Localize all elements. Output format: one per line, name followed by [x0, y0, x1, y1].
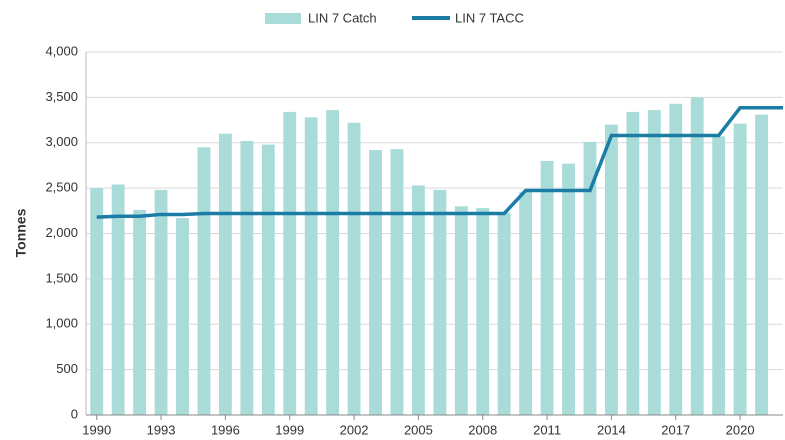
x-tick-label: 2005	[404, 422, 433, 437]
y-axis-title: Tonnes	[13, 208, 29, 257]
bar	[154, 189, 168, 415]
bar	[133, 209, 147, 415]
legend-label: LIN 7 Catch	[308, 10, 377, 25]
bar	[626, 111, 640, 416]
bar	[369, 150, 382, 415]
bar	[540, 160, 554, 415]
bar	[176, 218, 189, 415]
y-tick-label: 1,000	[45, 316, 78, 331]
bar	[690, 97, 704, 415]
bar	[497, 212, 511, 415]
y-tick-label: 0	[71, 406, 78, 421]
bar	[604, 124, 618, 415]
y-tick-label: 4,000	[45, 43, 78, 58]
y-tick-label: 2,000	[45, 225, 78, 240]
bar	[454, 206, 468, 415]
legend-label: LIN 7 TACC	[455, 10, 524, 25]
line	[96, 106, 783, 219]
bar	[326, 110, 340, 415]
bar	[562, 163, 575, 415]
x-tick-label: 1996	[211, 422, 240, 437]
x-tick-label: 2014	[597, 422, 626, 437]
bar	[90, 188, 104, 415]
x-tick-label: 1999	[275, 422, 304, 437]
x-tick-label: 2017	[661, 422, 690, 437]
y-tick-label: 3,500	[45, 89, 78, 104]
y-tick-label: 3,000	[45, 134, 78, 149]
bar	[476, 208, 490, 415]
bar	[390, 149, 404, 416]
bar	[240, 140, 254, 415]
bar	[519, 191, 533, 415]
bar	[733, 123, 747, 415]
bar	[647, 110, 661, 415]
legend-swatch	[265, 13, 301, 24]
y-tick-label: 2,500	[45, 180, 78, 195]
bar	[347, 122, 361, 415]
bar	[583, 141, 597, 415]
bar	[669, 103, 683, 415]
bar	[433, 189, 447, 415]
bar	[411, 185, 425, 415]
bar	[755, 114, 768, 416]
bar	[304, 117, 318, 415]
bar	[197, 147, 211, 415]
y-tick-label: 500	[56, 361, 78, 376]
bar	[218, 133, 232, 416]
x-tick-label: 1993	[147, 422, 176, 437]
x-tick-label: 1990	[82, 422, 111, 437]
x-tick-label: 2011	[533, 422, 561, 437]
bar	[283, 111, 297, 416]
x-tick-label: 2002	[340, 422, 369, 437]
x-tick-label: 2020	[726, 422, 755, 437]
y-tick-label: 1,500	[45, 270, 78, 285]
bar	[111, 184, 125, 415]
bar	[712, 136, 726, 415]
bar	[261, 144, 275, 415]
x-tick-label: 2008	[468, 422, 497, 437]
